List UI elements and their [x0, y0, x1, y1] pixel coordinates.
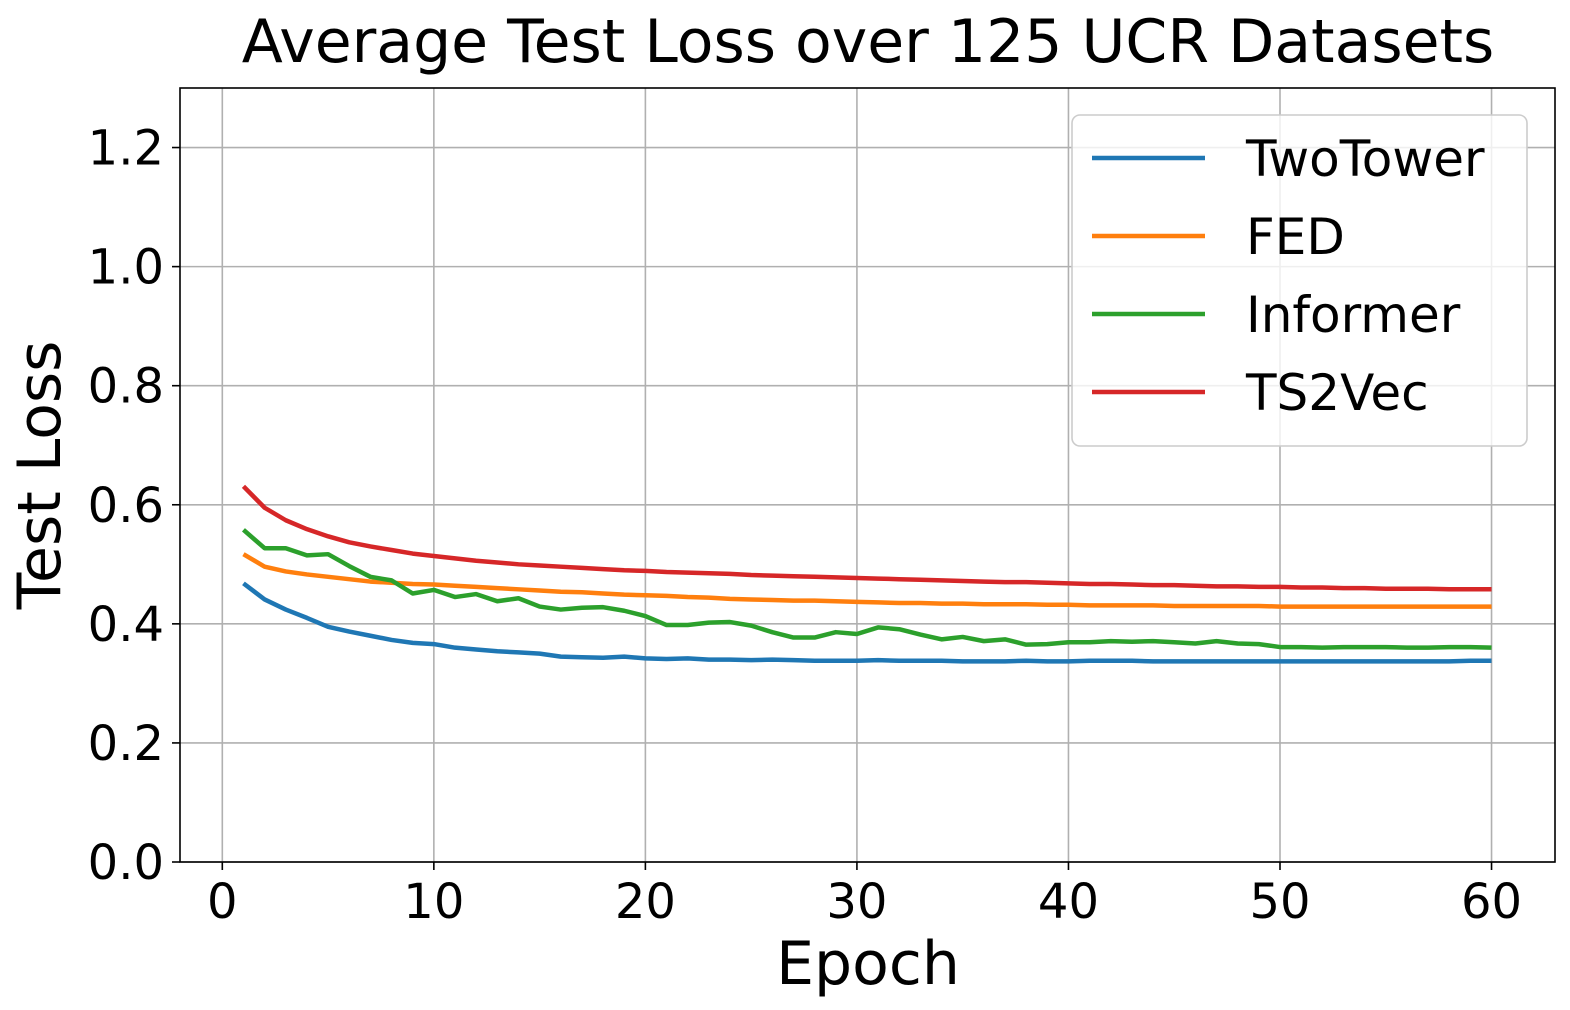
x-axis-label: Epoch	[776, 929, 960, 999]
y-tick-label: 0.6	[88, 478, 164, 534]
chart-title: Average Test Loss over 125 UCR Datasets	[242, 7, 1495, 77]
y-tick-label: 0.2	[88, 716, 164, 772]
series-line-twotower	[242, 581, 1492, 664]
legend-box	[1071, 114, 1528, 447]
y-tick-label: 1.0	[88, 240, 164, 296]
x-tick-label: 30	[826, 874, 887, 930]
series-lines	[241, 484, 1492, 664]
y-tick-label: 0.0	[88, 835, 164, 891]
y-tick-label: 1.2	[88, 121, 164, 177]
x-tick-label: 60	[1461, 874, 1522, 930]
legend-label-twotower: TwoTower	[1245, 130, 1485, 188]
legend-label-informer: Informer	[1246, 286, 1461, 344]
x-axis-ticks: 0 10 20 30 40 50 60	[207, 862, 1522, 930]
x-tick-label: 10	[403, 874, 464, 930]
x-tick-label: 20	[615, 874, 676, 930]
x-tick-label: 50	[1249, 874, 1310, 930]
y-axis-label: Test Loss	[5, 341, 75, 611]
series-line-ts2vec	[241, 484, 1492, 592]
series-line-fed	[242, 552, 1492, 609]
legend: TwoTower FED Informer TS2Vec	[1071, 114, 1528, 447]
plot-frame	[179, 87, 1556, 863]
legend-label-fed: FED	[1246, 208, 1345, 266]
series-line-informer	[241, 528, 1492, 650]
y-tick-label: 0.4	[88, 597, 164, 653]
x-tick-label: 0	[207, 874, 238, 930]
legend-label-ts2vec: TS2Vec	[1245, 364, 1429, 422]
x-tick-label: 40	[1038, 874, 1099, 930]
y-axis-ticks: 0.0 0.2 0.4 0.6 0.8 1.0 1.2	[88, 121, 180, 891]
y-tick-label: 0.8	[88, 359, 164, 415]
